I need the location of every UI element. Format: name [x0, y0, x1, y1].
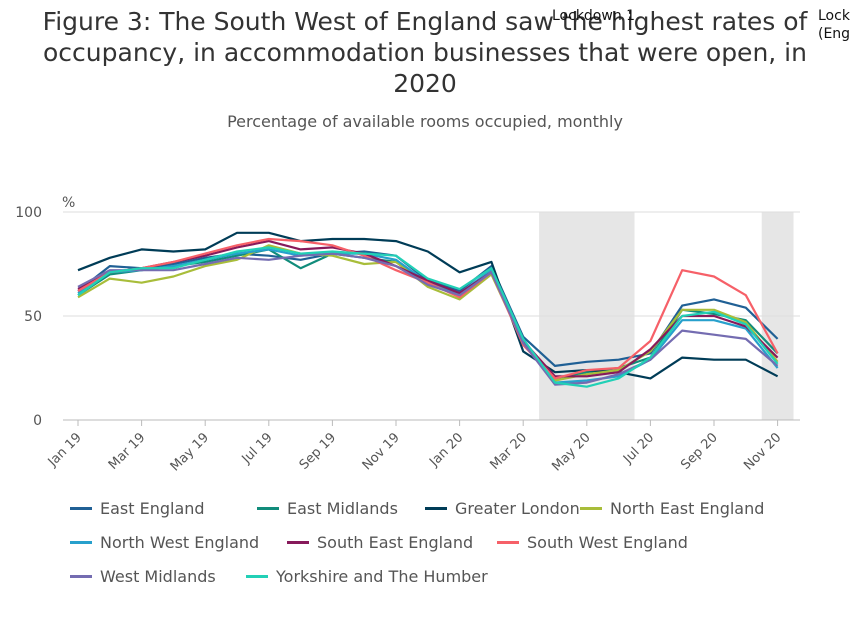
annotation-line: Lock	[818, 8, 850, 24]
title-line: 2020	[393, 69, 457, 98]
x-tick-label: Jan 19	[45, 430, 85, 470]
legend-label: West Midlands	[100, 567, 216, 586]
legend-item: Greater London	[425, 499, 580, 518]
legend-label: South East England	[317, 533, 474, 552]
legend-swatch	[246, 575, 268, 578]
legend-item: Yorkshire and The Humber	[246, 567, 488, 586]
x-tick-label: Nov 19	[360, 430, 403, 473]
annotation-lockdown-1: Lockdown 1	[552, 7, 635, 25]
x-tick-label: Jul 19	[239, 430, 276, 467]
x-tick-label: Jan 20	[426, 430, 466, 470]
legend-label: East England	[100, 499, 205, 518]
legend-label: Greater London	[455, 499, 580, 518]
legend-item: East Midlands	[257, 499, 398, 518]
legend-swatch	[70, 507, 92, 510]
annotation-line: (Eng	[818, 26, 850, 42]
y-tick-label: 50	[24, 309, 42, 325]
legend-label: South West England	[527, 533, 688, 552]
legend-item: West Midlands	[70, 567, 216, 586]
legend-label: Yorkshire and The Humber	[276, 567, 488, 586]
x-tick-label: Sep 20	[678, 430, 721, 473]
legend-item: North East England	[580, 499, 764, 518]
chart-subtitle: Percentage of available rooms occupied, …	[227, 112, 623, 131]
x-tick-label: Mar 19	[106, 430, 149, 473]
title-line: occupancy, in accommodation businesses t…	[43, 38, 807, 67]
legend-swatch	[287, 541, 309, 544]
legend-label: North West England	[100, 533, 260, 552]
x-tick-label: Jul 20	[620, 430, 657, 467]
y-tick-label: 100	[15, 205, 42, 221]
x-tick-label: May 19	[168, 430, 212, 474]
legend-item: South East England	[287, 533, 473, 552]
legend-swatch	[580, 507, 602, 510]
legend-item: East England	[70, 499, 205, 518]
annotation-lockdown-2: Lock (Eng	[818, 7, 850, 43]
series-line-west-midlands	[77, 252, 779, 386]
x-tick-label: Nov 20	[741, 430, 784, 473]
series-line-greater-london	[77, 231, 779, 380]
annotation-line: Lockdown 1	[552, 8, 636, 24]
legend-item: North West England	[70, 533, 259, 552]
series-line-south-east-england	[77, 240, 779, 378]
x-tick-label: May 20	[549, 430, 593, 474]
legend-label: East Midlands	[287, 499, 398, 518]
y-tick-label: 0	[33, 413, 42, 429]
x-tick-label: Sep 19	[297, 430, 340, 473]
legend-swatch	[257, 507, 279, 510]
legend-label: North East England	[610, 499, 765, 518]
title-line: Figure 3: The South West of England saw …	[42, 7, 808, 36]
legend-swatch	[70, 541, 92, 544]
series-line-south-west-england	[77, 237, 779, 380]
legend-swatch	[425, 507, 447, 510]
chart-title: Figure 3: The South West of England saw …	[0, 6, 850, 99]
legend-item: South West England	[497, 533, 688, 552]
series-line-yorkshire-and-the-humber	[77, 246, 779, 388]
legend-swatch	[70, 575, 92, 578]
legend-swatch	[497, 541, 519, 544]
y-axis-label: %	[62, 195, 75, 211]
x-tick-label: Mar 20	[487, 430, 530, 473]
